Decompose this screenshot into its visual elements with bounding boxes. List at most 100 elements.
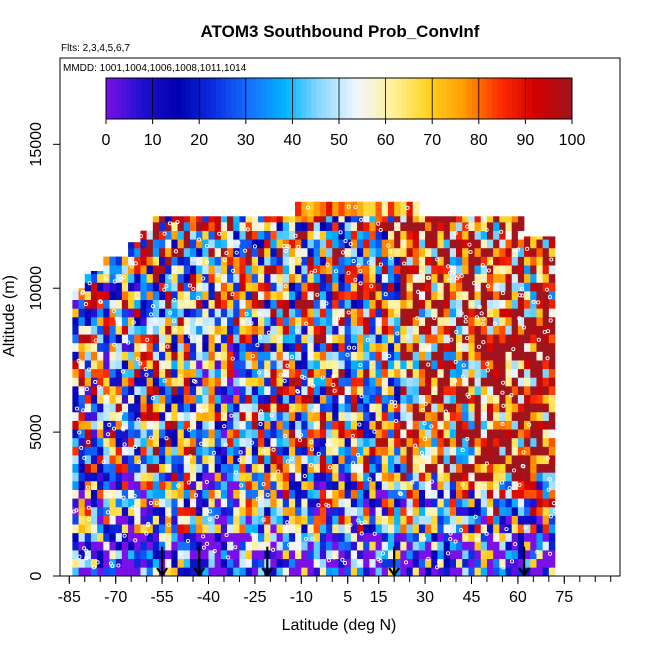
heat-cell — [468, 273, 475, 283]
heat-cell — [319, 247, 327, 257]
heat-cell — [90, 351, 98, 361]
heat-cell — [270, 463, 277, 473]
heat-cell — [486, 351, 494, 361]
heat-cell — [171, 446, 178, 456]
heat-cell — [406, 360, 414, 370]
heat-cell — [480, 506, 488, 516]
heat-cell — [264, 216, 271, 223]
heat-cell — [332, 489, 339, 499]
heat-cell — [282, 386, 290, 395]
heat-cell — [121, 489, 129, 499]
heat-cell — [530, 541, 537, 551]
heat-cell — [128, 403, 135, 413]
heat-cell — [511, 317, 519, 326]
heat-cell — [394, 550, 401, 560]
heat-cell — [406, 299, 414, 309]
heat-cell — [152, 429, 160, 439]
heat-cell — [264, 239, 271, 249]
heat-cell — [449, 317, 457, 326]
heat-cell — [258, 325, 265, 335]
heat-cell — [462, 239, 469, 249]
heat-cell — [109, 472, 116, 482]
heat-cell — [536, 515, 543, 525]
heat-cell — [282, 532, 290, 542]
heat-cell — [505, 230, 513, 240]
colorbar-segment — [311, 78, 317, 119]
heat-cell — [295, 532, 302, 542]
heat-cell — [258, 368, 265, 378]
heat-cell — [344, 420, 352, 430]
heat-cell — [493, 247, 500, 257]
heat-cell — [474, 377, 482, 387]
heat-cell — [208, 360, 215, 370]
sample-marker — [93, 338, 98, 343]
heat-cell — [326, 498, 333, 508]
heat-cell — [474, 506, 482, 516]
heat-cell — [480, 463, 488, 473]
heat-cell — [251, 299, 259, 309]
heat-cell — [196, 222, 203, 231]
heat-cell — [418, 351, 426, 361]
heat-cell — [406, 489, 414, 499]
sample-marker — [295, 328, 300, 333]
heat-cell — [536, 567, 543, 576]
heat-cell — [307, 247, 314, 257]
sample-marker — [112, 342, 117, 347]
sample-marker — [296, 527, 301, 532]
heat-cell — [202, 411, 209, 421]
heat-cell — [499, 291, 506, 301]
sample-marker — [131, 320, 136, 325]
heat-cell — [177, 299, 185, 309]
heat-cell — [530, 394, 537, 404]
heat-cell — [412, 368, 420, 378]
sample-marker — [176, 483, 181, 488]
heat-cell — [103, 541, 110, 551]
sample-marker — [369, 284, 374, 289]
heat-cell — [406, 437, 414, 447]
heat-cell — [412, 403, 420, 413]
heat-cell — [276, 403, 284, 413]
heat-cell — [227, 299, 234, 309]
heat-cell — [78, 351, 86, 361]
heat-cell — [425, 265, 432, 275]
heat-cell — [90, 270, 98, 275]
heat-cell — [227, 291, 234, 301]
heat-cell — [233, 567, 240, 576]
heat-cell — [159, 265, 166, 275]
heat-cell — [258, 317, 265, 326]
heat-cell — [493, 351, 500, 361]
sample-marker — [405, 205, 410, 210]
heat-cell — [295, 282, 302, 292]
heat-cell — [288, 437, 296, 447]
heat-cell — [350, 420, 358, 430]
heat-cell — [171, 455, 178, 465]
heat-cell — [418, 403, 426, 413]
heat-cell — [140, 515, 147, 525]
heat-cell — [165, 368, 172, 378]
heat-cell — [177, 216, 185, 223]
sample-marker — [376, 221, 381, 226]
heat-cell — [295, 455, 302, 465]
heat-cell — [338, 265, 345, 275]
heat-cell — [344, 532, 352, 542]
flights-subtitle: Flts: 2,3,4,5,6,7 — [61, 43, 130, 54]
heat-cell — [295, 273, 302, 283]
heat-cell — [536, 524, 543, 534]
heat-cell — [214, 216, 222, 223]
sample-marker — [164, 284, 169, 289]
heat-cell — [171, 325, 178, 335]
sample-marker — [448, 531, 453, 536]
heat-cell — [251, 481, 259, 490]
heat-cell — [183, 455, 191, 465]
heat-cell — [387, 463, 395, 473]
heat-cell — [468, 282, 475, 292]
heat-cell — [456, 325, 463, 335]
sample-marker — [460, 448, 465, 453]
heat-cell — [220, 265, 228, 275]
heat-cell — [511, 394, 519, 404]
heat-cell — [425, 317, 432, 326]
heat-cell — [251, 463, 259, 473]
colorbar-segment — [251, 78, 257, 119]
heat-cell — [505, 455, 513, 465]
heat-cell — [418, 489, 426, 499]
